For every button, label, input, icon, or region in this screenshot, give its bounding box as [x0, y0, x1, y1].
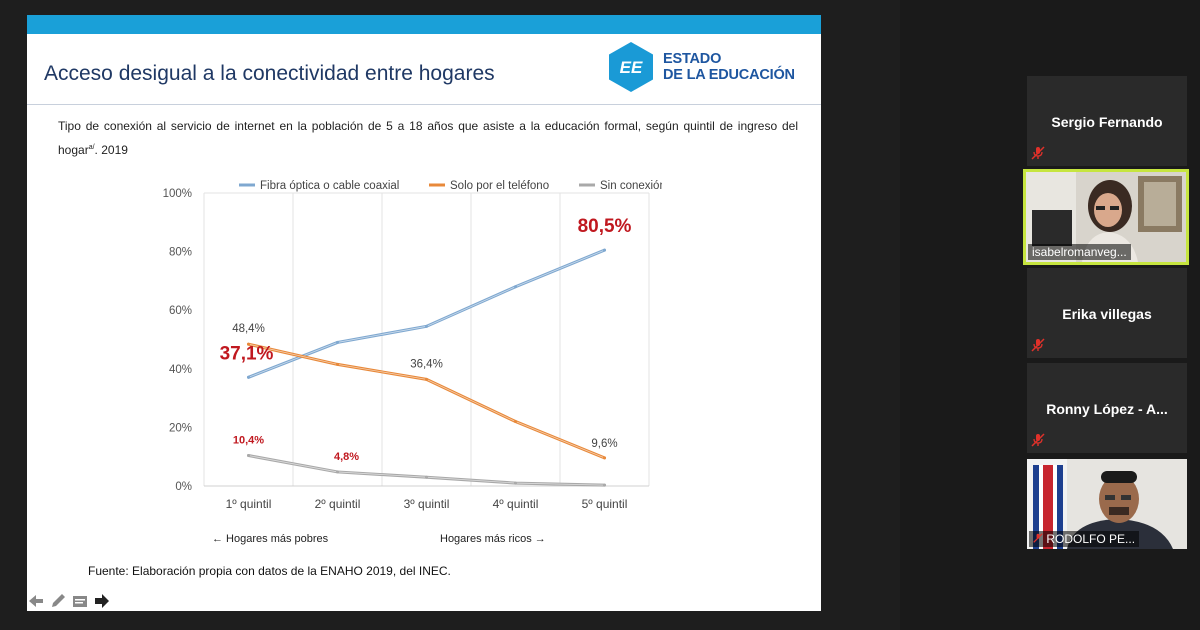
- data-point: [425, 475, 428, 479]
- subtitle-footnote: a/: [88, 144, 95, 151]
- data-point: [336, 340, 339, 344]
- data-point: [514, 420, 517, 424]
- note-richer-households: Hogares más ricos →: [440, 533, 546, 545]
- data-point: [603, 248, 606, 252]
- logo-line-1: ESTADO: [663, 51, 722, 67]
- participant-name-text: RODOLFO PE...: [1046, 532, 1136, 546]
- data-point: [247, 342, 250, 346]
- participant-tile-erika[interactable]: Erika villegas: [1027, 268, 1187, 358]
- series-highlight-3: [248, 455, 605, 486]
- participant-name: RODOLFO PE...: [1029, 531, 1140, 547]
- subtitle-year: . 2019: [94, 143, 128, 157]
- x-tick-label: 1º quintil: [226, 497, 272, 511]
- data-point: [603, 483, 606, 487]
- presentation-slide: Acceso desigual a la conectividad entre …: [27, 15, 821, 611]
- data-point: [425, 324, 428, 328]
- muted-mic-icon: [1031, 338, 1045, 352]
- data-point: [425, 377, 428, 381]
- data-point: [514, 285, 517, 289]
- participant-name: Erika villegas: [1062, 306, 1152, 322]
- participant-tile-isabel[interactable]: isabelromanveg...: [1023, 169, 1189, 265]
- y-tick-label: 80%: [169, 247, 192, 259]
- y-tick-label: 0%: [175, 481, 192, 493]
- y-tick-label: 100%: [163, 188, 192, 200]
- muted-mic-icon: [1031, 433, 1045, 447]
- muted-mic-icon: [1031, 146, 1045, 160]
- y-tick-label: 60%: [169, 305, 192, 317]
- participant-tile-ronny[interactable]: Ronny López - A...: [1027, 363, 1187, 453]
- subtitles-icon[interactable]: [71, 592, 89, 610]
- arrow-left-icon[interactable]: [27, 592, 45, 610]
- slide-title: Acceso desigual a la conectividad entre …: [44, 62, 495, 85]
- legend-label: Fibra óptica o cable coaxial: [260, 180, 399, 192]
- data-point: [247, 375, 250, 379]
- data-label: 48,4%: [232, 323, 265, 335]
- data-label: 36,4%: [410, 358, 443, 370]
- participant-name: Ronny López - A...: [1046, 401, 1168, 417]
- pointer-icon[interactable]: [93, 592, 111, 610]
- x-tick-label: 4º quintil: [493, 497, 539, 511]
- participants-gallery: Sergio Fernando isabelromanveg... Erika: [1023, 0, 1200, 630]
- legend-label: Sin conexión: [600, 180, 662, 192]
- chart-subtitle: Tipo de conexión al servicio de internet…: [58, 116, 798, 161]
- x-tick-label: 5º quintil: [582, 497, 628, 511]
- data-point: [603, 456, 606, 460]
- screen-share-area: Acceso desigual a la conectividad entre …: [27, 15, 821, 611]
- source-note: Fuente: Elaboración propia con datos de …: [88, 564, 451, 578]
- note-poorer-households: ← Hogares más pobres: [212, 533, 329, 545]
- title-divider: [27, 104, 821, 105]
- data-label: 4,8%: [334, 451, 359, 463]
- line-chart: 0% 20% 40% 60% 80% 100% 1º quintil 2º quintil 3º…: [163, 180, 662, 545]
- subtitle-main: Tipo de conexión al servicio de internet…: [58, 119, 798, 157]
- data-point: [336, 362, 339, 366]
- pen-icon[interactable]: [49, 592, 67, 610]
- legend-label: Solo por el teléfono: [450, 180, 549, 192]
- data-point: [514, 481, 517, 485]
- svg-text:EE: EE: [620, 58, 643, 77]
- y-tick-label: 20%: [169, 422, 192, 434]
- logo-line-2: DE LA EDUCACIÓN: [663, 67, 795, 83]
- participant-tile-sergio[interactable]: Sergio Fernando: [1027, 76, 1187, 166]
- series-line-3: [247, 454, 606, 487]
- participant-tile-rodolfo[interactable]: RODOLFO PE...: [1027, 459, 1187, 549]
- data-label: 80,5%: [578, 216, 632, 237]
- y-tick-label: 40%: [169, 364, 192, 376]
- data-label: 37,1%: [220, 343, 274, 364]
- slide-accent-bar: [27, 15, 821, 34]
- data-point: [247, 454, 250, 458]
- logo-hexagon-icon: EE: [607, 41, 655, 93]
- data-label: 10,4%: [233, 435, 264, 447]
- data-point: [336, 470, 339, 474]
- x-tick-label: 3º quintil: [404, 497, 450, 511]
- estado-educacion-logo: EE ESTADO DE LA EDUCACIÓN: [607, 41, 795, 93]
- muted-mic-icon: [1033, 532, 1046, 546]
- x-tick-label: 2º quintil: [315, 497, 361, 511]
- participant-name: isabelromanveg...: [1028, 244, 1131, 260]
- participant-name: Sergio Fernando: [1051, 114, 1163, 130]
- data-label: 9,6%: [591, 438, 617, 450]
- slide-toolbar: [27, 592, 111, 610]
